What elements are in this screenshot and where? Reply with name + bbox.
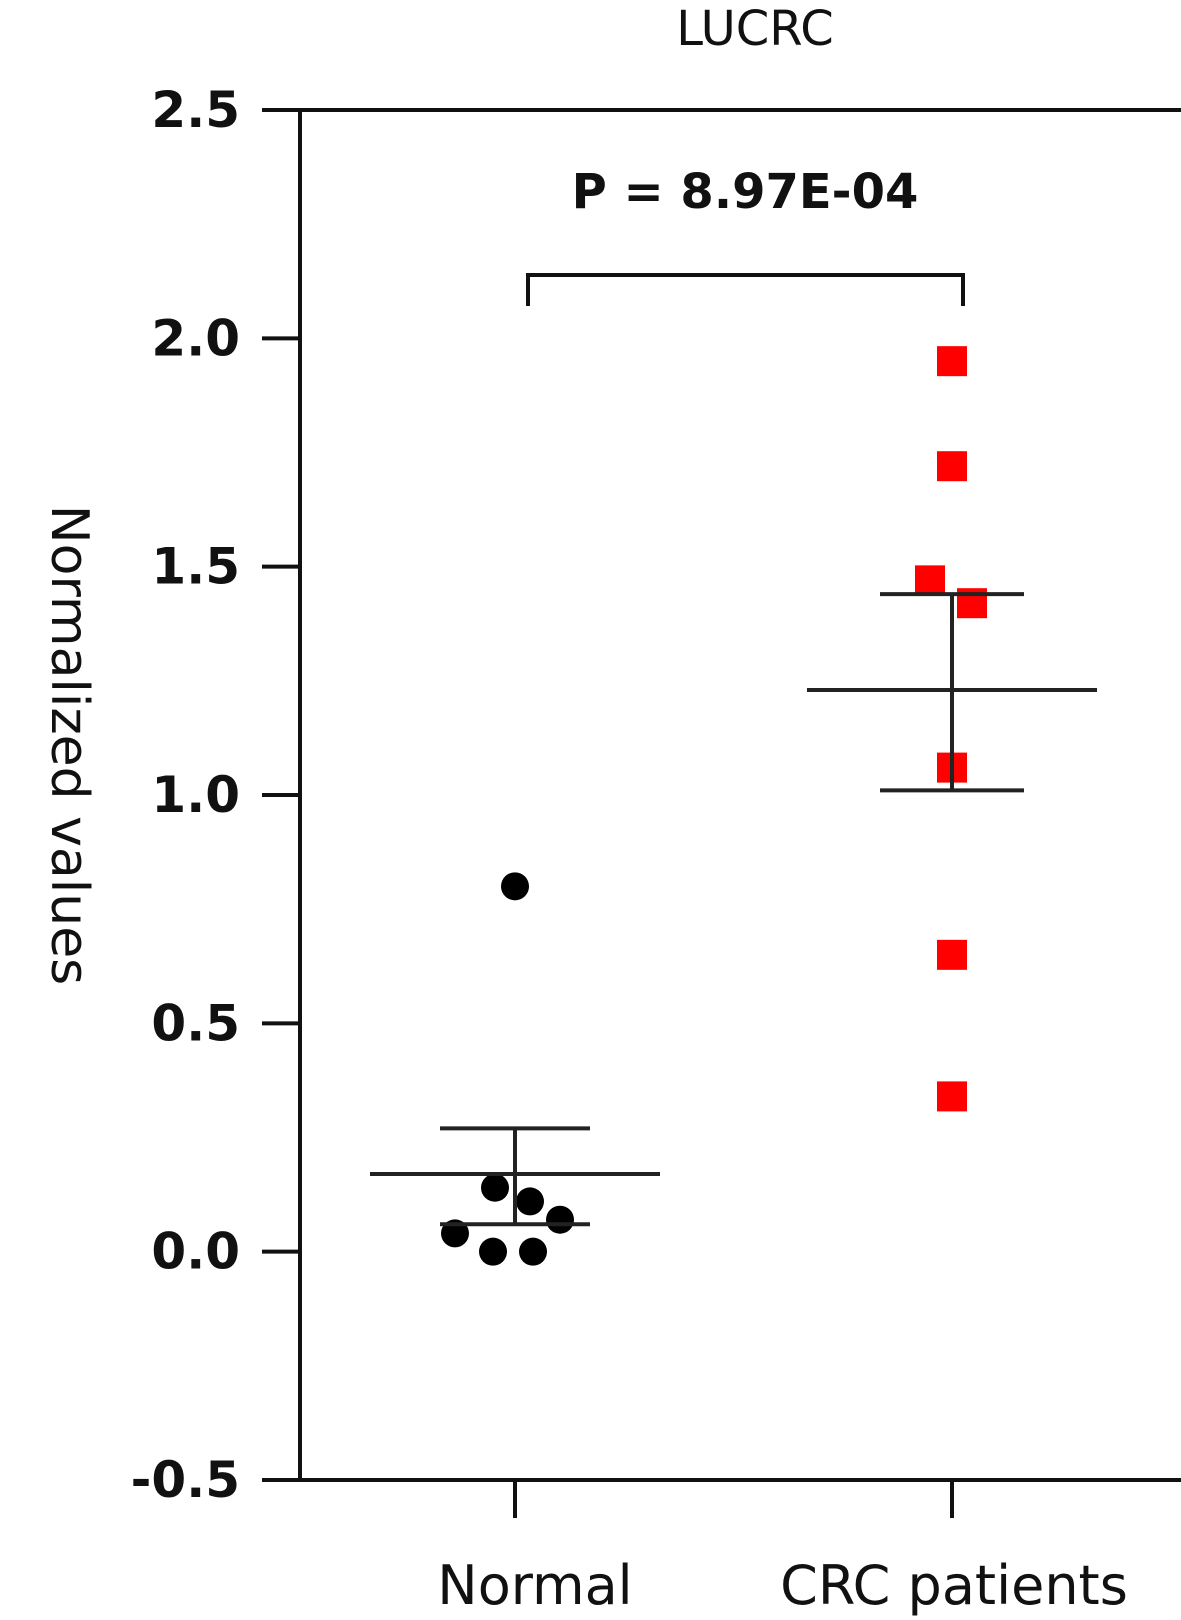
data-points (441, 346, 987, 1266)
plot-frame (298, 108, 1181, 1482)
error-bars (370, 592, 1097, 1227)
y-tick-label: 2.5 (151, 81, 240, 139)
data-point (937, 1081, 967, 1112)
y-tick-label: -0.5 (131, 1451, 240, 1509)
significance-bracket-group: P = 8.97E-04 (526, 164, 965, 306)
data-point (937, 346, 967, 377)
y-tick-label: 1.0 (151, 766, 240, 824)
y-axis-label: Normalized values (39, 505, 99, 986)
x-category-label: CRC patients (780, 1554, 1128, 1617)
data-point (481, 1173, 509, 1202)
x-axis-ticks: Normal CRC patients (437, 1480, 1128, 1617)
data-point (519, 1237, 547, 1266)
y-tick-label: 0.5 (151, 994, 240, 1052)
data-point (915, 565, 945, 596)
y-axis-ticks: 2.5 2.0 1.5 1.0 0.5 0.0 -0.5 (131, 81, 300, 1509)
y-tick-label: 1.5 (151, 538, 240, 596)
data-point (479, 1237, 507, 1266)
chart-title: LUCRC (676, 1, 833, 57)
p-value-annotation: P = 8.97E-04 (572, 164, 919, 220)
y-tick-label: 2.0 (151, 309, 240, 367)
y-tick-label: 0.0 (151, 1223, 240, 1281)
x-category-label: Normal (437, 1554, 632, 1617)
data-point (937, 939, 967, 970)
data-point (501, 872, 529, 901)
data-point (546, 1205, 574, 1234)
data-point (937, 451, 967, 482)
data-point (441, 1219, 469, 1248)
significance-bracket (526, 273, 965, 306)
data-point (516, 1187, 544, 1216)
